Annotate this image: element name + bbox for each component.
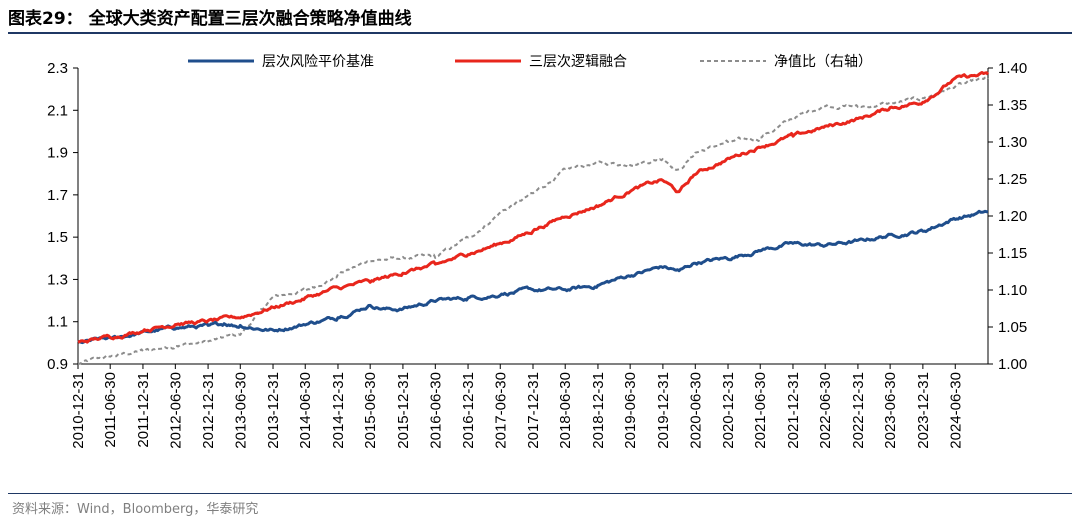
x-tick-label: 2017-12-31 (525, 372, 542, 449)
x-tick-label: 2011-06-30 (102, 372, 119, 448)
x-tick-label: 2020-12-31 (720, 372, 737, 449)
x-tick-label: 2015-12-31 (395, 372, 412, 449)
x-tick-label: 2020-06-30 (687, 372, 704, 449)
series-ratio-line (77, 76, 989, 365)
x-tick-label: 2014-12-31 (330, 372, 347, 449)
y-tick-label-left: 2.1 (47, 102, 68, 119)
legend-label: 净值比（右轴） (774, 54, 872, 70)
chart-series (77, 71, 990, 365)
y-tick-label-left: 1.7 (47, 187, 68, 204)
x-tick-label: 2017-06-30 (492, 372, 509, 449)
y-tick-label-left: 0.9 (47, 356, 68, 373)
legend-item-ratio: 净值比（右轴） (700, 54, 872, 70)
x-tick-label: 2024-06-30 (947, 372, 964, 449)
x-tick-label: 2016-12-31 (460, 372, 477, 449)
y-tick-label-right: 1.40 (998, 60, 1027, 77)
series-fusion-line (77, 71, 990, 344)
y-tick-label-right: 1.00 (998, 356, 1027, 373)
x-tick-label: 2011-12-31 (135, 372, 152, 448)
legend-label: 三层次逻辑融合 (529, 54, 627, 70)
legend-label: 层次风险平价基准 (262, 53, 374, 70)
y-tick-label-left: 1.3 (47, 271, 68, 288)
legend-item-fusion: 三层次逻辑融合 (455, 54, 627, 70)
x-tick-label: 2010-12-31 (70, 372, 87, 449)
legend-item-baseline: 层次风险平价基准 (188, 53, 374, 70)
x-tick-label: 2019-12-31 (655, 372, 672, 449)
series-baseline-line (77, 209, 989, 345)
x-tick-label: 2013-12-31 (265, 372, 282, 449)
x-tick-label: 2012-06-30 (167, 372, 184, 449)
x-tick-label: 2019-06-30 (622, 372, 639, 449)
y-tick-label-right: 1.35 (998, 97, 1027, 114)
x-tick-label: 2022-06-30 (817, 372, 834, 449)
x-tick-label: 2012-12-31 (200, 372, 217, 449)
chart-legend: 层次风险平价基准 三层次逻辑融合 净值比（右轴） (188, 53, 872, 70)
y-tick-label-left: 1.5 (47, 229, 68, 246)
line-chart: 0.9 1.1 1.3 1.5 1.7 1.9 2.1 2.3 1.00 1.05 1.10 1.15… (47, 53, 1027, 449)
x-tick-label: 2021-12-31 (785, 372, 802, 449)
x-tick-label: 2014-06-30 (297, 372, 314, 449)
source-note: 资料来源：Wind，Bloomberg，华泰研究 (12, 502, 259, 517)
y-tick-label-left: 1.9 (47, 145, 68, 162)
x-tick-label: 2018-12-31 (590, 372, 607, 449)
x-tick-label: 2016-06-30 (427, 372, 444, 449)
y-tick-label-right: 1.25 (998, 171, 1027, 188)
y-tick-label-right: 1.15 (998, 245, 1027, 262)
y-tick-label-left: 1.1 (47, 314, 68, 331)
y-tick-label-right: 1.10 (998, 282, 1027, 299)
chart-axes: 0.9 1.1 1.3 1.5 1.7 1.9 2.1 2.3 1.00 1.05 1.10 1.15… (47, 60, 1027, 449)
y-tick-label-left: 2.3 (47, 60, 68, 77)
x-tick-label: 2021-06-30 (752, 372, 769, 449)
title-divider (8, 32, 1072, 34)
x-tick-label: 2013-06-30 (232, 372, 249, 449)
y-tick-label-right: 1.05 (998, 319, 1027, 336)
x-tick-label: 2023-06-30 (882, 372, 899, 449)
x-tick-label: 2018-06-30 (557, 372, 574, 449)
x-tick-label: 2023-12-31 (915, 372, 932, 449)
y-tick-label-right: 1.30 (998, 134, 1027, 151)
y-tick-label-right: 1.20 (998, 208, 1027, 225)
x-tick-label: 2022-12-31 (850, 372, 867, 449)
source-divider (8, 493, 1072, 494)
page-title: 图表29： 全球大类资产配置三层次融合策略净值曲线 (8, 9, 412, 29)
x-tick-label: 2015-06-30 (362, 372, 379, 449)
